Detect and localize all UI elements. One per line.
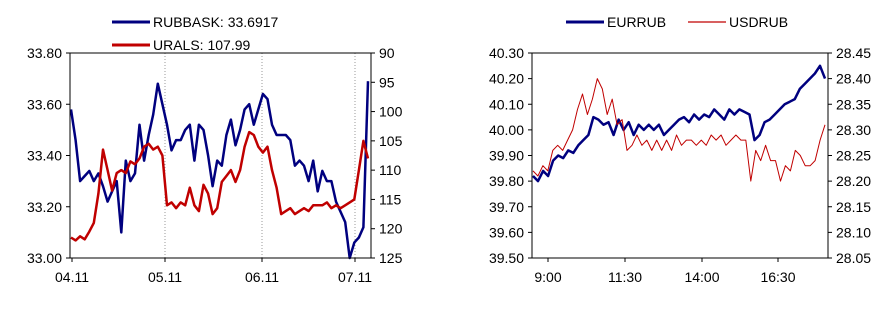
x-tick-label: 9:00 — [534, 269, 561, 285]
left-tick-label: 39.50 — [489, 250, 524, 266]
chart-2-x-axis: 9:00 11:30 14:00 16:30 — [534, 258, 796, 285]
right-tick-label: 115 — [379, 191, 402, 207]
left-tick-label: 33.00 — [27, 250, 62, 266]
left-tick-label: 40.10 — [489, 96, 524, 112]
left-tick-label: 39.60 — [489, 224, 524, 240]
chart-2: 40.30 40.20 40.10 40.00 39.90 39.80 39.70 39.60… — [489, 14, 871, 285]
left-tick-label: 40.30 — [489, 45, 524, 61]
series-line-2 — [70, 130, 370, 242]
left-tick-label: 33.80 — [27, 45, 62, 61]
chart-1: 33.80 33.60 33.40 33.20 33.00 90 95 100 105 110 1… — [27, 14, 403, 285]
left-tick-label: 33.60 — [27, 96, 62, 112]
left-tick-label: 33.20 — [27, 199, 62, 215]
x-tick-label: 11:30 — [608, 269, 642, 285]
chart-1-grid — [164, 53, 356, 258]
right-tick-label: 105 — [379, 133, 403, 149]
x-tick-label: 07.11 — [338, 269, 372, 285]
legend-label-eurrub: EURRUB — [607, 14, 666, 30]
right-tick-label: 28.35 — [836, 96, 871, 112]
chart-2-plot-frame — [531, 52, 829, 259]
chart-1-right-axis: 90 95 100 105 110 115 120 125 — [371, 45, 403, 266]
legend-label-urals: URALS: 107.99 — [153, 37, 250, 53]
right-tick-label: 28.45 — [836, 45, 871, 61]
chart-2-series — [532, 64, 827, 183]
right-tick-label: 28.30 — [836, 122, 871, 138]
series-line-1 — [532, 64, 827, 183]
x-tick-label: 14:00 — [684, 269, 719, 285]
right-tick-label: 28.40 — [836, 71, 871, 87]
x-tick-label: 06.11 — [245, 269, 279, 285]
left-tick-label: 39.80 — [489, 173, 524, 189]
chart-1-plot-frame — [69, 52, 372, 259]
series-line-2 — [532, 78, 826, 182]
right-tick-label: 110 — [379, 162, 402, 178]
chart-1-x-axis: 04.11 05.11 06.11 07.11 — [55, 258, 372, 285]
chart-1-legend: RUBBASK: 33.6917 URALS: 107.99 — [112, 14, 279, 53]
chart-1-left-axis: 33.80 33.60 33.40 33.20 33.00 — [27, 45, 70, 266]
right-tick-label: 28.05 — [836, 250, 871, 266]
left-tick-label: 39.90 — [489, 148, 524, 164]
chart-2-legend: EURRUB USDRUB — [566, 14, 788, 30]
right-tick-label: 28.20 — [836, 173, 871, 189]
right-tick-label: 28.10 — [836, 224, 871, 240]
right-tick-label: 125 — [379, 250, 403, 266]
left-tick-label: 33.40 — [27, 148, 62, 164]
chart-1-series — [69, 81, 370, 260]
right-tick-label: 90 — [379, 45, 395, 61]
left-tick-label: 39.70 — [489, 199, 524, 215]
right-tick-label: 120 — [379, 221, 403, 237]
chart-2-right-axis: 28.45 28.40 28.35 28.30 28.25 28.20 28.15 28.10… — [828, 45, 871, 266]
left-tick-label: 40.20 — [489, 71, 524, 87]
x-tick-label: 16:30 — [760, 269, 795, 285]
left-tick-label: 40.00 — [489, 122, 524, 138]
legend-label-usdrub: USDRUB — [729, 14, 788, 30]
right-tick-label: 28.25 — [836, 148, 871, 164]
right-tick-label: 95 — [379, 74, 395, 90]
right-tick-label: 100 — [379, 104, 403, 120]
series-line-1 — [69, 81, 370, 260]
legend-label-rubbask: RUBBASK: 33.6917 — [153, 14, 279, 30]
right-tick-label: 28.15 — [836, 199, 871, 215]
chart-2-left-axis: 40.30 40.20 40.10 40.00 39.90 39.80 39.70 39.60… — [489, 45, 532, 266]
x-tick-label: 05.11 — [148, 269, 182, 285]
x-tick-label: 04.11 — [55, 269, 89, 285]
